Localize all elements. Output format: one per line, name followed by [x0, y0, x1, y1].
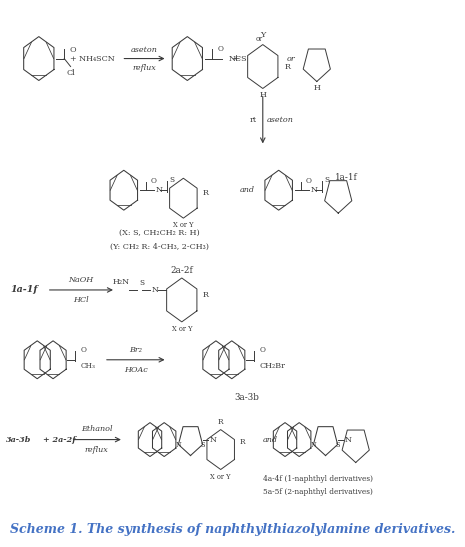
Text: 1a-1f: 1a-1f — [335, 173, 358, 182]
Text: 3a-3b: 3a-3b — [6, 435, 31, 444]
Text: S: S — [324, 176, 329, 184]
Text: O: O — [81, 346, 87, 354]
Text: 1a-1f: 1a-1f — [11, 286, 38, 294]
Text: or: or — [287, 55, 296, 62]
Text: H₂N: H₂N — [112, 278, 129, 286]
Text: N: N — [175, 440, 181, 449]
Text: reflux: reflux — [133, 63, 156, 72]
Text: R: R — [202, 291, 208, 299]
Text: + NH₄SCN: + NH₄SCN — [70, 55, 114, 62]
Text: (X: S, CH₂CH₂ R: H): (X: S, CH₂CH₂ R: H) — [119, 229, 200, 237]
Text: NCS: NCS — [229, 55, 247, 62]
Text: Y: Y — [260, 31, 266, 39]
Text: H: H — [313, 84, 320, 92]
Text: S: S — [335, 440, 340, 449]
Text: O: O — [218, 44, 223, 53]
Text: and: and — [263, 435, 278, 444]
Text: N: N — [311, 440, 316, 449]
Text: S: S — [169, 176, 174, 184]
Text: X or Y: X or Y — [173, 221, 193, 229]
Text: R: R — [202, 189, 208, 197]
Text: + 2a-2f: + 2a-2f — [43, 435, 75, 444]
Text: N: N — [345, 435, 352, 444]
Text: 3a-3b: 3a-3b — [234, 393, 259, 402]
Text: N: N — [156, 186, 163, 194]
Text: (Y: CH₂ R: 4-CH₃, 2-CH₃): (Y: CH₂ R: 4-CH₃, 2-CH₃) — [110, 243, 209, 251]
Text: N: N — [210, 435, 217, 444]
Text: O: O — [306, 177, 312, 185]
Text: rt: rt — [249, 117, 256, 124]
Text: Cl: Cl — [66, 68, 75, 77]
Text: aseton: aseton — [267, 117, 293, 124]
Text: CH₃: CH₃ — [81, 362, 96, 370]
Text: S: S — [200, 440, 205, 449]
Text: NaOH: NaOH — [68, 276, 93, 284]
Text: R: R — [218, 417, 224, 426]
Text: O: O — [70, 45, 76, 54]
Text: O: O — [151, 177, 157, 185]
Text: 2a-2f: 2a-2f — [170, 265, 193, 275]
Text: Scheme 1. The synthesis of naphthylthiazolylamine derivatives.: Scheme 1. The synthesis of naphthylthiaz… — [10, 523, 456, 536]
Text: S: S — [140, 279, 145, 287]
Text: and: and — [239, 186, 254, 194]
Text: R: R — [240, 438, 245, 446]
Text: HCl: HCl — [73, 296, 89, 304]
Text: 4a-4f (1-naphthyl derivatives): 4a-4f (1-naphthyl derivatives) — [263, 475, 373, 484]
Text: CH₂Br: CH₂Br — [259, 362, 286, 370]
Text: R: R — [284, 62, 290, 71]
Text: N: N — [311, 186, 318, 194]
Text: 5a-5f (2-naphthyl derivatives): 5a-5f (2-naphthyl derivatives) — [263, 488, 372, 497]
Text: aseton: aseton — [131, 45, 158, 54]
Text: reflux: reflux — [85, 446, 109, 453]
Text: X or Y: X or Y — [172, 325, 192, 333]
Text: HOAc: HOAc — [124, 366, 147, 374]
Text: +: + — [232, 54, 240, 63]
Text: O: O — [259, 346, 266, 354]
Text: Br₂: Br₂ — [129, 346, 142, 354]
Text: Ethanol: Ethanol — [81, 424, 113, 433]
Text: or: or — [255, 34, 262, 43]
Text: H: H — [259, 91, 266, 100]
Text: N: N — [152, 286, 159, 294]
Text: X or Y: X or Y — [211, 474, 231, 481]
